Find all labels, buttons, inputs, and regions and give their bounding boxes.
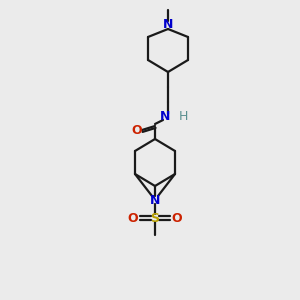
Text: N: N	[150, 194, 160, 206]
Text: O: O	[172, 212, 182, 224]
Text: O: O	[132, 124, 142, 137]
Text: N: N	[163, 19, 173, 32]
Text: N: N	[160, 110, 170, 124]
Text: S: S	[151, 212, 160, 224]
Text: O: O	[128, 212, 138, 224]
Text: H: H	[178, 110, 188, 124]
